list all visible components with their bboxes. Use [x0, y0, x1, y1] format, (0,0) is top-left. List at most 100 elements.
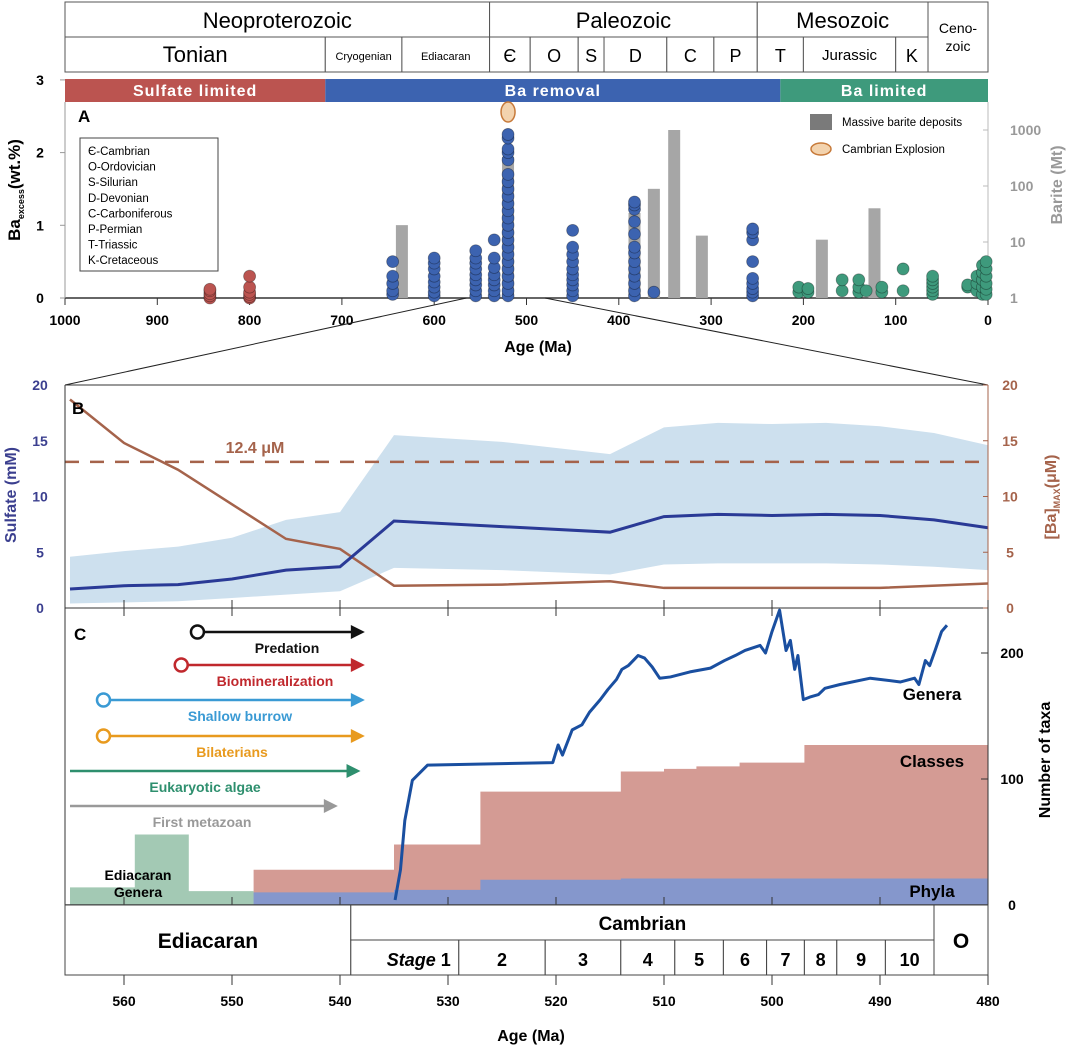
period-label: D — [629, 46, 642, 66]
x-tick-label: 540 — [328, 993, 352, 1009]
y-tick-label: 2 — [36, 145, 44, 161]
barite-bar — [668, 130, 681, 298]
period-label: K — [906, 46, 918, 66]
period-label: Ediacaran — [421, 51, 471, 63]
stage-label: 10 — [900, 950, 920, 970]
ba-excess-point — [243, 280, 257, 294]
panel-a-x-axis-title: Age (Ma) — [504, 339, 572, 356]
arrowhead-icon — [350, 729, 365, 743]
period-cell — [324, 36, 403, 73]
x-tick-label: 100 — [884, 312, 908, 328]
ordovician-cell — [933, 904, 989, 976]
ba-excess-point — [566, 240, 580, 254]
abbreviation-legend — [79, 137, 219, 272]
ba-excess-point — [647, 285, 661, 299]
x-tick-label: 510 — [652, 993, 676, 1009]
x-tick-label: 500 — [515, 312, 539, 328]
legend-barite-swatch — [810, 114, 832, 130]
y-tick-label: 0 — [1008, 897, 1016, 913]
panel-label-a: A — [78, 107, 90, 126]
ordovician-label: O — [953, 930, 969, 953]
abbreviation-legend-item: P-Permian — [88, 224, 142, 236]
y2-tick-label: 20 — [1002, 377, 1018, 393]
stage-label: 5 — [694, 950, 704, 970]
ba-excess-point — [801, 282, 815, 295]
period-cell — [802, 36, 897, 73]
y-tick-label: 20 — [32, 377, 48, 393]
threshold-label: 12.4 μM — [226, 440, 285, 457]
ba-excess-point — [243, 269, 257, 283]
regime-label: Ba limited — [841, 83, 927, 100]
stage-prefix: Stage — [387, 950, 441, 970]
y-tick-label: 15 — [32, 433, 48, 449]
x-tick-label: 560 — [112, 993, 136, 1009]
sulfate-range-band — [70, 422, 988, 604]
phyla-area — [248, 878, 988, 905]
regime-label: Ba removal — [505, 83, 601, 100]
panel-b-y2-axis-title: [Ba]MAX(μM) — [1043, 455, 1062, 540]
y-tick-label: 100 — [1000, 771, 1024, 787]
ba-excess-point — [501, 142, 515, 156]
y2-tick-label: 0 — [1006, 600, 1014, 616]
regime-bar — [780, 79, 988, 102]
period-label: Є — [503, 46, 516, 66]
stage-number: 10 — [900, 950, 920, 970]
abbreviation-legend-item: O-Ordovician — [88, 162, 156, 174]
panel-label-c: C — [74, 625, 86, 644]
abbreviation-legend-item: D-Devonian — [88, 193, 149, 205]
y-tick-label: 3 — [36, 72, 44, 88]
period-cell — [529, 36, 579, 73]
stage-label: 6 — [740, 950, 750, 970]
genera-line — [393, 608, 949, 901]
event-label: Bilaterians — [196, 744, 268, 760]
x-tick-label: 530 — [436, 993, 460, 1009]
panel-b-y-axis-title: Sulfate (mM) — [3, 447, 20, 543]
classes-label: Classes — [900, 752, 964, 771]
ba-excess-point — [628, 240, 641, 254]
stage-cell — [722, 939, 768, 976]
y-tick-label: 0 — [36, 600, 44, 616]
stage-number: 8 — [816, 950, 826, 970]
stage-cell — [458, 939, 546, 976]
legend-trilobite-icon — [810, 142, 832, 156]
ba-excess-point — [386, 255, 400, 269]
period-label: C — [684, 46, 697, 66]
ba-excess-point — [859, 284, 873, 298]
x-tick-label: 550 — [220, 993, 244, 1009]
y2-tick-label: 15 — [1002, 433, 1018, 449]
stage-cell — [836, 939, 886, 976]
x-tick-label: 600 — [423, 312, 447, 328]
abbreviation-legend-item: T-Triassic — [88, 240, 138, 252]
arrowhead-icon — [350, 625, 365, 639]
era-label-cenozoic: Ceno- — [939, 20, 977, 36]
abbreviation-legend-item: Є-Cambrian — [88, 146, 150, 158]
abbreviation-legend-item: C-Carboniferous — [88, 208, 173, 220]
panel-a-y-axis-title: Baexcess(wt.%) — [5, 139, 26, 241]
x-tick-label: 520 — [544, 993, 568, 1009]
stage-label: 7 — [780, 950, 790, 970]
stage-cell — [544, 939, 622, 976]
event-start-circle — [173, 657, 189, 673]
period-cell — [756, 36, 804, 73]
geologic-timescale-header: Neoproterozoic Paleozoic Mesozoic Ceno-zoic… — [64, 1, 989, 102]
x-tick-label: 700 — [330, 312, 354, 328]
cambrian-label: Cambrian — [599, 914, 687, 935]
ba-excess-point — [628, 195, 641, 209]
period-label: Tonian — [163, 42, 228, 67]
era-label: Neoproterozoic — [203, 8, 352, 33]
era-label: Mesozoic — [796, 8, 889, 33]
panel-c-x-axis-title: Age (Ma) — [497, 1028, 565, 1045]
ba-excess-point — [501, 168, 515, 181]
ba-excess-point — [203, 282, 217, 296]
event-label: Shallow burrow — [188, 708, 292, 724]
stage-label: 3 — [578, 950, 588, 970]
period-label: O — [547, 46, 561, 66]
legend-barite-label: Massive barite deposits — [842, 117, 962, 129]
stage-label: 2 — [497, 950, 507, 970]
panel-c-taxa-chart: GeneraClassesPhylaEdiacaranGeneraPredati… — [64, 608, 1024, 1009]
period-cell — [603, 36, 668, 73]
zoom-connector-left — [64, 297, 467, 386]
abbreviation-legend-item: S-Silurian — [88, 177, 138, 189]
ediacaran-genera-label: Ediacaran — [105, 867, 172, 883]
stage-label: 4 — [643, 950, 653, 970]
